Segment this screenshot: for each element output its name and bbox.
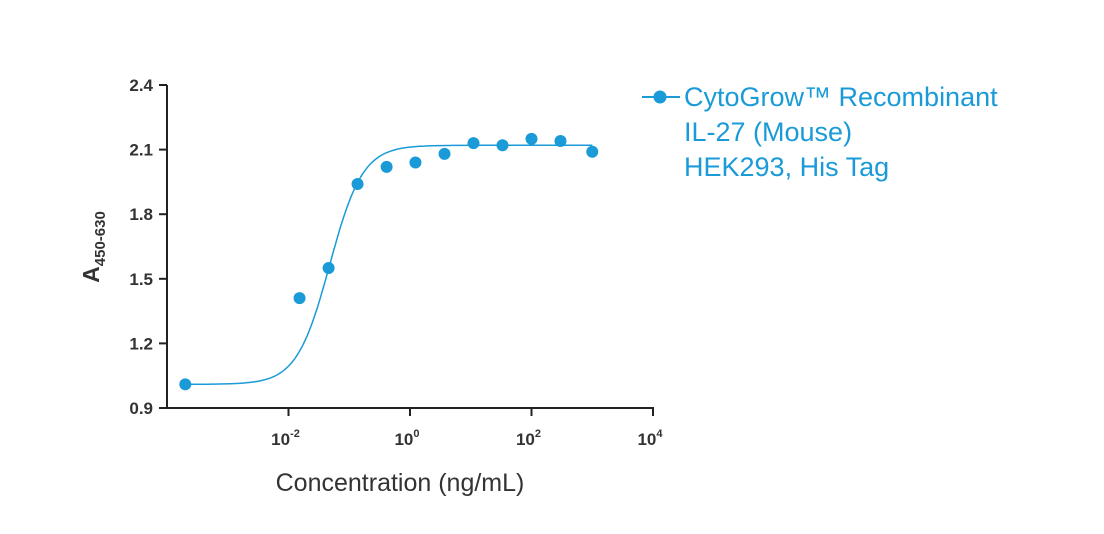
legend-label: HEK293, His Tag xyxy=(684,152,889,182)
data-point xyxy=(554,134,567,147)
data-point xyxy=(322,262,335,275)
fit-curve xyxy=(185,144,593,386)
x-tick-label-exponent: 2 xyxy=(535,428,541,440)
x-tick-label-base: 10 xyxy=(516,430,535,449)
x-tick-label: 100 xyxy=(394,428,419,449)
x-tick-label-exponent: 0 xyxy=(413,428,419,440)
fit-curve-layer xyxy=(185,144,593,386)
data-points-layer xyxy=(179,132,599,391)
data-point xyxy=(179,378,192,391)
y-tick-label: 1.5 xyxy=(129,270,153,289)
data-point xyxy=(496,139,509,152)
data-point xyxy=(409,156,422,169)
x-tick-label: 102 xyxy=(516,428,541,449)
y-axis-title-subscript: 450-630 xyxy=(92,211,109,266)
legend-label: CytoGrow™ Recombinant xyxy=(684,82,998,112)
axes: 0.91.21.51.82.12.410-2 100 102 104 xyxy=(129,76,663,449)
data-point xyxy=(467,137,480,150)
data-point xyxy=(586,145,599,158)
y-tick-label: 2.4 xyxy=(129,76,153,95)
x-tick-label: 10-2 xyxy=(271,428,300,449)
y-tick-label: 1.8 xyxy=(129,205,153,224)
x-tick-label-base: 10 xyxy=(394,430,413,449)
x-tick-label: 104 xyxy=(637,428,663,449)
legend-marker xyxy=(653,90,667,104)
x-tick-label-base: 10 xyxy=(637,430,656,449)
legend: CytoGrow™ Recombinant IL-27 (Mouse) HEK293… xyxy=(642,82,998,182)
y-tick-label: 0.9 xyxy=(129,399,153,418)
data-point xyxy=(380,160,393,173)
data-point xyxy=(293,292,306,305)
y-axis-title-main: A xyxy=(78,266,104,283)
y-tick-label: 1.2 xyxy=(129,334,153,353)
x-tick-label-exponent: 4 xyxy=(656,428,663,440)
x-tick-label-base: 10 xyxy=(271,430,290,449)
data-point xyxy=(438,147,451,160)
data-point xyxy=(525,132,538,145)
data-point xyxy=(351,178,364,191)
y-tick-label: 2.1 xyxy=(129,141,153,160)
x-tick-label-exponent: -2 xyxy=(290,428,300,440)
legend-label: IL-27 (Mouse) xyxy=(684,117,852,147)
y-axis-title: A450-630 xyxy=(78,211,109,283)
x-axis-title: Concentration (ng/mL) xyxy=(276,469,525,497)
